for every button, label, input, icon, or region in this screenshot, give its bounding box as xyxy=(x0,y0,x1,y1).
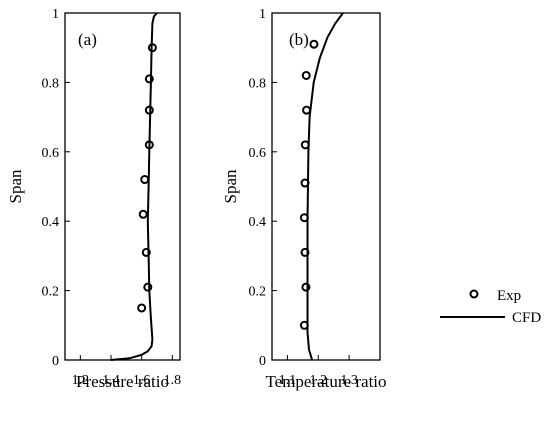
legend-exp-marker xyxy=(469,289,479,299)
x-axis-title: Temperature ratio xyxy=(265,372,386,391)
y-tick-label: 0.4 xyxy=(249,215,267,230)
y-tick-label: 0.8 xyxy=(42,76,60,91)
y-tick-label: 0.4 xyxy=(42,215,60,230)
plot-frame xyxy=(64,12,181,361)
y-tick-label: 1 xyxy=(52,7,59,22)
y-axis-title: Span xyxy=(221,169,240,204)
x-axis-title: Pressure ratio xyxy=(76,372,169,391)
y-tick-label: 0 xyxy=(52,354,59,369)
y-tick-label: 0 xyxy=(259,354,266,369)
cfd-line xyxy=(306,12,344,361)
x-tick-label: 1.2 xyxy=(310,373,328,388)
legend-cfd-label: CFD xyxy=(512,310,541,326)
y-tick-label: 0.6 xyxy=(249,146,267,161)
exp-point xyxy=(302,105,312,115)
x-tick-label: 1.1 xyxy=(279,373,297,388)
cfd-line xyxy=(110,12,158,361)
x-tick-label: 1.4 xyxy=(102,373,120,388)
panel-label: (a) xyxy=(78,30,97,49)
y-axis-title: Span xyxy=(6,169,25,204)
x-tick-label: 1.2 xyxy=(72,373,90,388)
legend: Exp CFD xyxy=(440,288,541,326)
panel-label: (b) xyxy=(289,30,309,49)
legend-exp-label: Exp xyxy=(497,288,521,304)
exp-point xyxy=(301,70,311,80)
x-tick-label: 1.6 xyxy=(133,373,151,388)
y-tick-label: 0.2 xyxy=(249,285,267,300)
y-tick-label: 0.8 xyxy=(249,76,267,91)
y-tick-label: 0.6 xyxy=(42,146,60,161)
exp-point xyxy=(309,39,319,49)
plot-frame xyxy=(271,12,381,361)
exp-point xyxy=(138,209,148,219)
exp-point xyxy=(137,303,147,313)
exp-point xyxy=(140,175,150,185)
y-tick-label: 0.2 xyxy=(42,285,60,300)
x-tick-label: 1.8 xyxy=(164,373,182,388)
y-tick-label: 1 xyxy=(259,7,266,22)
x-tick-label: 1.3 xyxy=(340,373,358,388)
